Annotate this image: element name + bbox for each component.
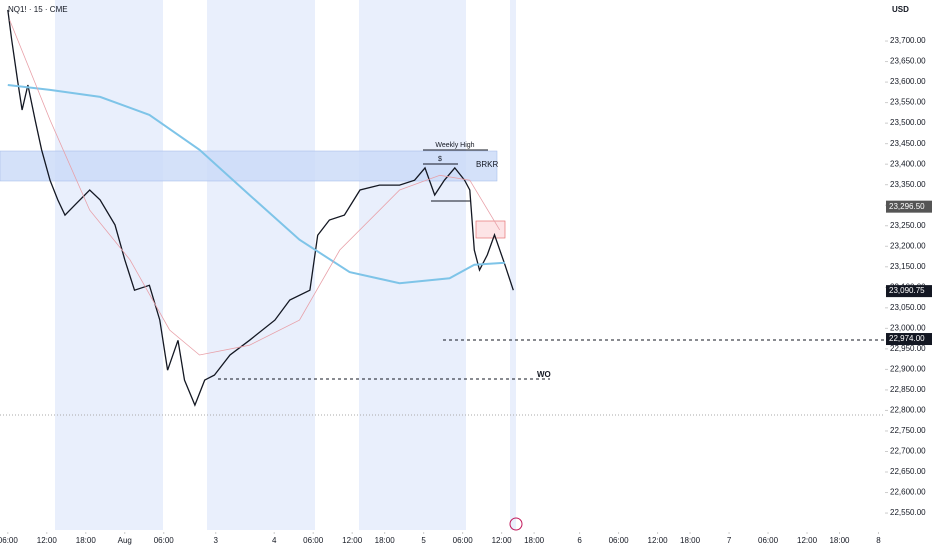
y-tick-label: 23,700.00	[890, 36, 926, 45]
session-band	[55, 0, 163, 530]
x-tick-label: Aug	[118, 536, 132, 545]
x-tick-label: 5	[421, 536, 426, 545]
x-tick-label: 18:00	[375, 536, 396, 545]
y-tick-label: 22,550.00	[890, 508, 926, 517]
y-tick-label: 22,850.00	[890, 385, 926, 394]
x-tick-label: 12:00	[648, 536, 669, 545]
price-label: 23,090.75	[889, 286, 925, 295]
y-tick-label: 23,400.00	[890, 159, 926, 168]
price-label: 22,974.00	[889, 334, 925, 343]
session-band	[359, 0, 466, 530]
annotation: WO	[537, 370, 551, 379]
y-tick-label: 23,650.00	[890, 57, 926, 66]
y-tick-label: 22,750.00	[890, 426, 926, 435]
y-tick-label: 22,700.00	[890, 447, 926, 456]
x-tick-label: 06:00	[154, 536, 175, 545]
y-tick-label: 23,350.00	[890, 180, 926, 189]
x-tick-label: 18:00	[829, 536, 850, 545]
y-tick-label: 23,200.00	[890, 241, 926, 250]
price-line	[7, 9, 514, 407]
x-tick-label: 06:00	[609, 536, 630, 545]
y-tick-label: 23,050.00	[890, 303, 926, 312]
y-tick-label: 22,900.00	[890, 365, 926, 374]
y-tick-label: 22,650.00	[890, 467, 926, 476]
annotation: $	[438, 156, 442, 163]
price-label-box	[886, 285, 932, 298]
session-band	[207, 0, 315, 530]
price-label: 23,296.50	[889, 202, 925, 211]
annotation: Weekly High	[435, 142, 474, 149]
y-tick-label: 23,550.00	[890, 98, 926, 107]
x-tick-label: 18:00	[524, 536, 545, 545]
y-tick-label: 23,500.00	[890, 118, 926, 127]
x-tick-label: 06:00	[0, 536, 18, 545]
currency: USD	[892, 5, 909, 14]
symbol-title: NQ1! · 15 · CME	[8, 5, 68, 14]
zone	[0, 150, 498, 182]
x-tick-label: 7	[727, 536, 732, 545]
price-line	[7, 84, 505, 285]
x-tick-label: 12:00	[37, 536, 58, 545]
price-label-box	[886, 333, 932, 346]
x-tick-label: 06:00	[758, 536, 779, 545]
x-tick-label: 18:00	[76, 536, 97, 545]
session-band	[510, 0, 516, 530]
x-tick-label: 12:00	[342, 536, 363, 545]
y-tick-label: 22,800.00	[890, 406, 926, 415]
x-tick-label: 3	[214, 536, 219, 545]
x-tick-label: 12:00	[492, 536, 513, 545]
x-tick-label: 06:00	[303, 536, 324, 545]
y-tick-label: 22,600.00	[890, 488, 926, 497]
y-tick-label: 23,600.00	[890, 77, 926, 86]
zone	[475, 220, 506, 239]
price-label-box	[886, 200, 932, 213]
price-axis	[885, 0, 932, 550]
price-line	[9, 19, 501, 356]
annotation: BRKR	[476, 160, 498, 169]
x-tick-label: 18:00	[680, 536, 701, 545]
y-tick-label: 23,250.00	[890, 221, 926, 230]
x-tick-label: 4	[272, 536, 277, 545]
y-tick-label: 23,450.00	[890, 139, 926, 148]
event-icon[interactable]	[509, 517, 523, 531]
x-tick-label: 12:00	[797, 536, 818, 545]
y-tick-label: 23,000.00	[890, 323, 926, 332]
y-tick-label: 23,150.00	[890, 262, 926, 271]
x-tick-label: 6	[577, 536, 582, 545]
x-tick-label: 8	[876, 536, 881, 545]
x-tick-label: 06:00	[453, 536, 474, 545]
y-tick-label: 22,950.00	[890, 344, 926, 353]
